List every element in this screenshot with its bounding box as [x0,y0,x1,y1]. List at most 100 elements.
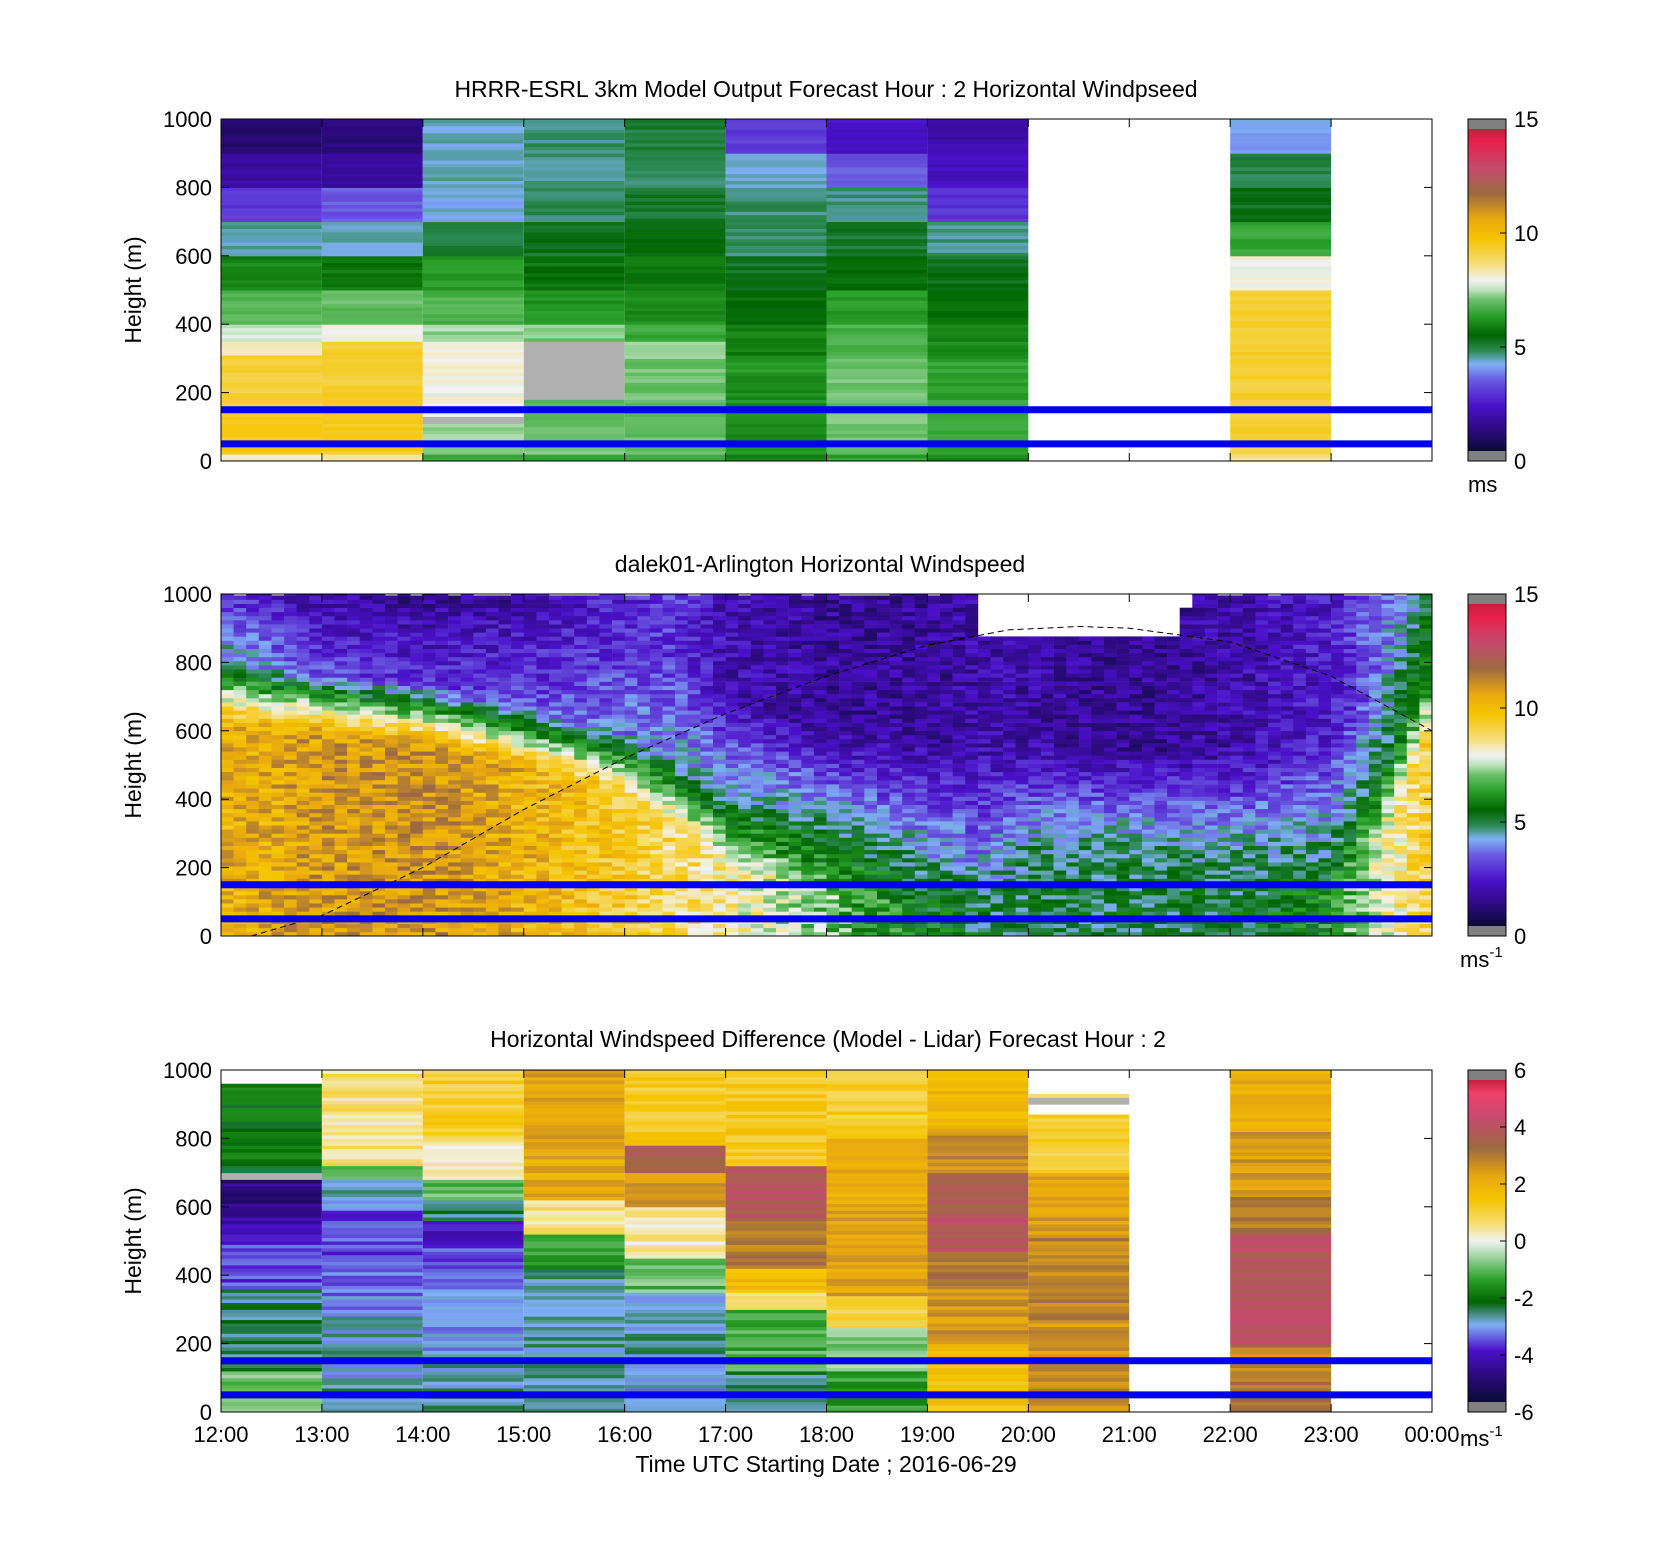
heatmap-cell [334,788,348,793]
heatmap-cell [410,710,424,715]
heatmap-cell [675,808,688,814]
heatmap-cell [397,895,411,900]
heatmap-cell [321,300,423,305]
heatmap-cell [233,714,247,719]
heatmap-cell [359,845,373,851]
heatmap-cell [498,648,512,654]
heatmap-cell [473,685,487,691]
heatmap-cell [713,734,726,740]
heatmap-cell [687,599,701,604]
heatmap-cell [586,739,600,744]
heatmap-cell [649,923,663,929]
heatmap-cell [284,648,297,654]
heatmap-cell [246,751,260,756]
heatmap-cell [561,611,575,617]
heatmap-cell [258,693,272,699]
heatmap-cell [284,698,297,703]
heatmap-cell [700,796,714,801]
heatmap-cell [309,624,323,629]
heatmap-cell [750,730,764,736]
heatmap-cell [410,734,424,740]
heatmap-cell [700,698,714,703]
heatmap-cell [700,895,714,900]
heatmap-cell [662,903,676,908]
heatmap-cell [523,615,537,621]
heatmap-cell [776,853,789,859]
heatmap-cell [523,457,625,461]
heatmap-cell [612,620,625,625]
heatmap-cell [927,266,1029,270]
heatmap-cell [637,825,651,830]
heatmap-cell [435,907,449,912]
heatmap-cell [410,911,424,916]
heatmap-cell [776,780,789,785]
heatmap-cell [574,718,588,723]
heatmap-cell [473,853,487,859]
heatmap-cell [788,800,802,805]
heatmap-cell [725,743,739,748]
heatmap-cell [321,755,335,760]
heatmap-cell [637,812,651,818]
heatmap-cell [738,710,752,715]
heatmap-cell [599,878,613,883]
heatmap-cell [549,636,562,641]
heatmap-cell [776,661,789,666]
heatmap-cell [246,858,260,863]
heatmap-cell [221,389,322,394]
heatmap-cell [460,669,474,674]
heatmap-cell [750,878,764,883]
heatmap-cell [574,829,588,834]
heatmap-cell [574,640,588,645]
heatmap-cell [410,726,424,732]
heatmap-cell [460,821,474,826]
heatmap-cell [221,211,322,216]
heatmap-cell [549,829,562,834]
heatmap-cell [725,218,827,223]
heatmap-cell [801,710,815,715]
heatmap-cell [662,607,676,613]
heatmap-cell [776,849,789,855]
heatmap-cell [801,853,815,859]
heatmap-cell [776,693,789,699]
heatmap-cell [561,644,575,649]
heatmap-cell [649,890,663,896]
heatmap-cell [233,812,247,818]
heatmap-cell [359,693,373,699]
heatmap-cell [813,743,827,748]
heatmap-cell [523,895,537,900]
heatmap-cell [309,718,323,723]
heatmap-cell [700,763,714,768]
heatmap-cell [321,730,335,736]
heatmap-cell [813,812,827,818]
heatmap-cell [473,792,487,797]
heatmap-cell [284,817,297,822]
heatmap-cell [687,837,701,842]
heatmap-cell [624,207,726,212]
heatmap-cell [284,853,297,859]
heatmap-cell [448,804,461,810]
heatmap-cell [612,886,625,892]
heatmap-cell [927,180,1029,185]
heatmap-cell [284,739,297,744]
heatmap-cell [549,849,562,855]
heatmap-cell [347,689,360,695]
heatmap-cell [624,792,638,797]
heatmap-cell [738,849,752,855]
heatmap-cell [347,890,360,896]
heatmap-cell [750,895,764,900]
heatmap-cell [321,624,335,629]
heatmap-cell [700,652,714,658]
heatmap-cell [523,808,537,814]
heatmap-cell [725,361,827,366]
heatmap-cell [221,743,234,748]
heatmap-cell [321,718,335,723]
heatmap-cell [624,355,726,359]
heatmap-cell [258,866,272,871]
heatmap-cell [536,825,550,830]
heatmap-cell [473,858,487,863]
heatmap-cell [511,726,524,732]
heatmap-cell [397,652,411,658]
heatmap-cell [321,331,423,335]
heatmap-cell [549,702,562,707]
heatmap-cell [309,911,323,916]
